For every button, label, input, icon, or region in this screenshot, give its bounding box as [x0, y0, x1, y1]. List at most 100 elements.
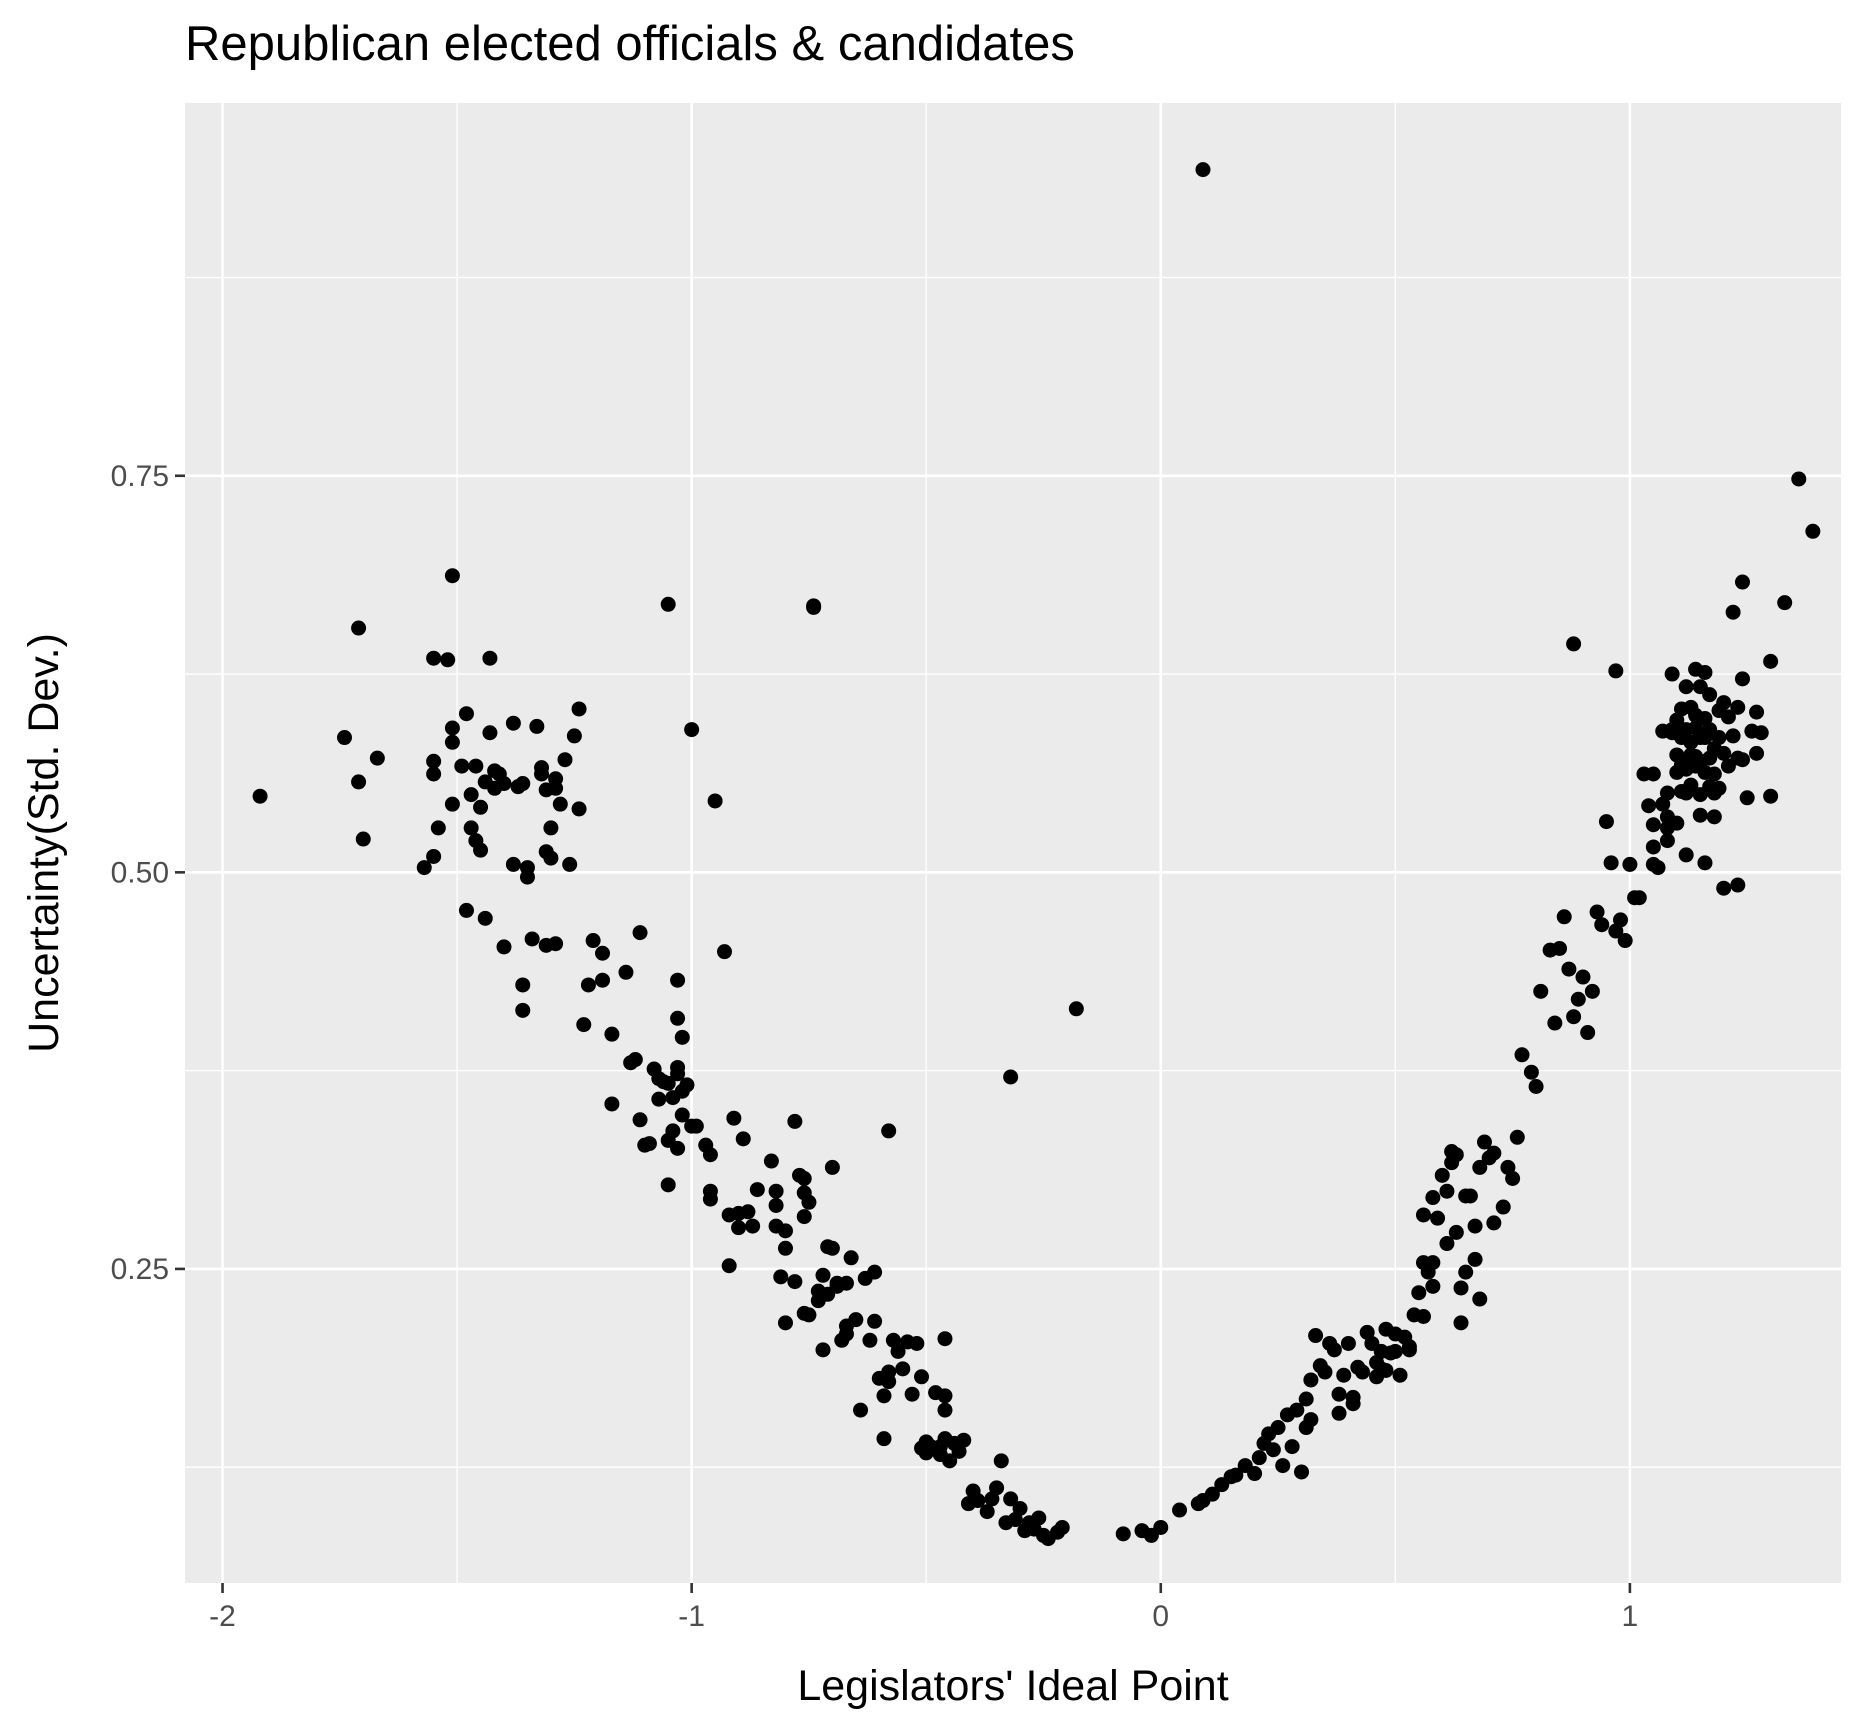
- data-point: [1598, 814, 1614, 830]
- data-point: [519, 860, 535, 876]
- data-point: [777, 1223, 793, 1239]
- data-point: [627, 1052, 643, 1068]
- data-point: [1472, 1159, 1488, 1175]
- data-point: [1711, 780, 1727, 796]
- data-point: [796, 1170, 812, 1186]
- data-point: [684, 722, 700, 738]
- data-point: [1734, 752, 1750, 768]
- data-point: [1556, 909, 1572, 925]
- data-point: [1659, 785, 1675, 801]
- data-point: [463, 787, 479, 803]
- data-point: [1580, 1025, 1596, 1041]
- data-point: [1805, 523, 1821, 539]
- data-point: [796, 1209, 812, 1225]
- data-point: [444, 796, 460, 812]
- data-point: [1514, 1047, 1530, 1063]
- data-point: [1336, 1367, 1352, 1383]
- axis-ticks: -2 -1 0 1 0.25 0.50 0.75: [111, 460, 1639, 1633]
- data-point: [1725, 604, 1741, 620]
- data-points: [252, 162, 1821, 1547]
- y-axis-title: Uncertainty(Std. Dev.): [20, 633, 68, 1053]
- grid-lines: [185, 103, 1841, 1583]
- data-point: [1613, 912, 1629, 928]
- data-point: [524, 931, 540, 947]
- data-point: [576, 1017, 592, 1033]
- data-point: [1645, 839, 1661, 855]
- data-point: [426, 650, 442, 666]
- data-point: [1711, 730, 1727, 746]
- data-point: [1331, 1405, 1347, 1421]
- x-tick-label: 0: [1152, 1600, 1169, 1633]
- data-point: [876, 1431, 892, 1447]
- data-point: [1270, 1420, 1286, 1436]
- data-point: [1617, 933, 1633, 949]
- data-point: [815, 1342, 831, 1358]
- data-point: [867, 1313, 883, 1329]
- data-point: [1228, 1467, 1244, 1483]
- data-point: [1528, 1078, 1544, 1094]
- data-point: [548, 780, 564, 796]
- data-point: [632, 925, 648, 941]
- data-point: [505, 715, 521, 731]
- data-point: [1195, 162, 1211, 178]
- data-point: [1453, 1315, 1469, 1331]
- plot-panel: [185, 103, 1841, 1583]
- data-point: [1509, 1129, 1525, 1145]
- data-point: [1664, 666, 1680, 682]
- data-point: [1486, 1145, 1502, 1161]
- data-point: [1031, 1510, 1047, 1526]
- data-point: [665, 1123, 681, 1139]
- data-point: [430, 820, 446, 836]
- data-point: [604, 1096, 620, 1112]
- data-point: [937, 1402, 953, 1418]
- data-point: [670, 1140, 686, 1156]
- data-point: [571, 801, 587, 817]
- data-point: [1584, 983, 1600, 999]
- data-point: [1345, 1396, 1361, 1412]
- data-point: [1659, 833, 1675, 849]
- data-point: [463, 820, 479, 836]
- data-point: [571, 701, 587, 717]
- data-point: [749, 1182, 765, 1198]
- data-point: [670, 1059, 686, 1075]
- data-point: [881, 1123, 897, 1139]
- data-point: [351, 774, 367, 790]
- data-point: [787, 1274, 803, 1290]
- data-point: [444, 720, 460, 736]
- data-point: [1692, 807, 1708, 823]
- data-point: [853, 1402, 869, 1418]
- data-point: [1791, 471, 1807, 487]
- data-point: [1730, 699, 1746, 715]
- data-point: [777, 1240, 793, 1256]
- data-point: [1425, 1278, 1441, 1294]
- data-point: [1739, 790, 1755, 806]
- data-point: [1552, 940, 1568, 956]
- data-point: [679, 1077, 695, 1093]
- data-point: [552, 796, 568, 812]
- data-point: [543, 820, 559, 836]
- data-point: [1589, 904, 1605, 920]
- data-point: [473, 842, 489, 858]
- data-point: [1458, 1264, 1474, 1280]
- data-point: [337, 730, 353, 746]
- data-point: [473, 799, 489, 815]
- data-point: [1326, 1342, 1342, 1358]
- data-point: [496, 939, 512, 955]
- data-point: [585, 933, 601, 949]
- data-point: [1430, 1210, 1446, 1226]
- data-point: [660, 596, 676, 612]
- data-point: [970, 1493, 986, 1509]
- data-point: [505, 856, 521, 872]
- data-point: [444, 734, 460, 750]
- x-tick-label: 1: [1622, 1600, 1639, 1633]
- data-point: [426, 766, 442, 782]
- data-point: [1730, 877, 1746, 893]
- data-point: [482, 725, 498, 741]
- data-point: [351, 620, 367, 636]
- data-point: [1068, 1001, 1084, 1017]
- data-point: [660, 1075, 676, 1091]
- x-tick-label: -1: [678, 1600, 705, 1633]
- data-point: [1439, 1236, 1455, 1252]
- data-point: [1570, 991, 1586, 1007]
- data-point: [1505, 1170, 1521, 1186]
